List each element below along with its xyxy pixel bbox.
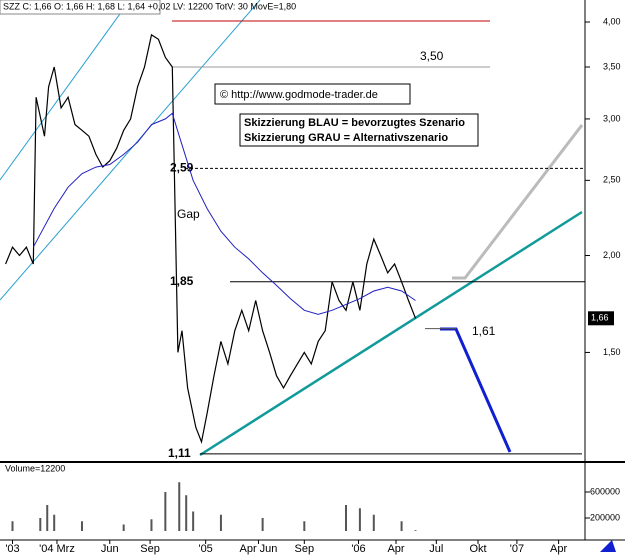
x-tick-label: Apr <box>550 543 567 555</box>
volume-bar <box>46 504 49 531</box>
gap-label: Gap <box>177 207 200 221</box>
volume-bar <box>11 521 14 531</box>
channel-line <box>0 0 261 301</box>
level-label: 2,59 <box>170 161 194 175</box>
volume-bar <box>122 524 125 531</box>
volume-bar <box>53 514 56 531</box>
price-line <box>32 112 416 315</box>
volume-bar <box>400 521 403 531</box>
copyright-box <box>214 83 411 105</box>
x-tick-label: Okt <box>469 543 486 555</box>
volume-bar <box>150 519 153 531</box>
y-tick-label: 2,50 <box>603 175 621 185</box>
x-tick-label: Sep <box>140 543 160 555</box>
x-tick-label: '05 <box>198 543 212 555</box>
volume-label: Volume=12200 <box>5 463 65 473</box>
volume-bar <box>219 514 222 531</box>
x-tick-label: Apr Jun <box>239 543 277 555</box>
y-tick-label: 3,00 <box>603 113 621 123</box>
volume-bar <box>164 491 167 531</box>
x-tick-label: Apr <box>387 543 404 555</box>
trend-line <box>199 210 583 457</box>
level-label: 1,61 <box>472 324 496 338</box>
y-tick-label: 3,50 <box>603 61 621 71</box>
x-tick-label: Jun <box>101 543 119 555</box>
volume-bar <box>344 504 347 531</box>
volume-bar <box>303 521 306 531</box>
volume-bar <box>178 482 181 531</box>
x-tick-label: '06 <box>351 543 365 555</box>
x-tick-label: Sep <box>295 543 315 555</box>
volume-bar <box>80 521 83 531</box>
last-price-label: 1,66 <box>591 313 609 323</box>
last-price-box <box>588 311 614 326</box>
level-label: 1,11 <box>168 446 191 460</box>
notes-box <box>239 113 479 147</box>
header: SZZ C: 1,66 O: 1,66 H: 1,68 L: 1,64 +0,0… <box>3 1 296 11</box>
x-tick-label: Jul <box>429 543 443 555</box>
copyright: © http://www.godmode-trader.de <box>220 89 378 101</box>
channel-line <box>0 0 131 181</box>
volume-bar <box>372 514 375 531</box>
volume-bar <box>192 511 195 531</box>
x-tick-label: '04 Mrz <box>39 543 75 555</box>
volume-bar <box>414 530 417 531</box>
level-label: 3,50 <box>420 49 444 63</box>
x-tick-label: '03 <box>5 543 19 555</box>
x-tick-label: '07 <box>510 543 524 555</box>
volume-tick-label: 200000 <box>590 512 620 522</box>
volume-bar <box>261 517 264 531</box>
volume-bar <box>39 517 42 531</box>
volume-bar <box>185 495 188 531</box>
note: Skizzierung GRAU = Alternativszenario <box>244 132 448 144</box>
note: Skizzierung BLAU = bevorzugtes Szenario <box>244 117 465 129</box>
volume-tick-label: 600000 <box>590 486 620 496</box>
volume-bar <box>358 508 361 531</box>
header-box <box>0 0 161 15</box>
grey-scenario <box>452 124 584 280</box>
level-label: 1,85 <box>170 274 194 288</box>
y-tick-label: 1,50 <box>603 347 621 357</box>
price-line <box>5 33 417 445</box>
y-tick-label: 4,00 <box>603 16 621 26</box>
corner-icon <box>600 540 616 552</box>
y-tick-label: 2,00 <box>603 250 621 260</box>
